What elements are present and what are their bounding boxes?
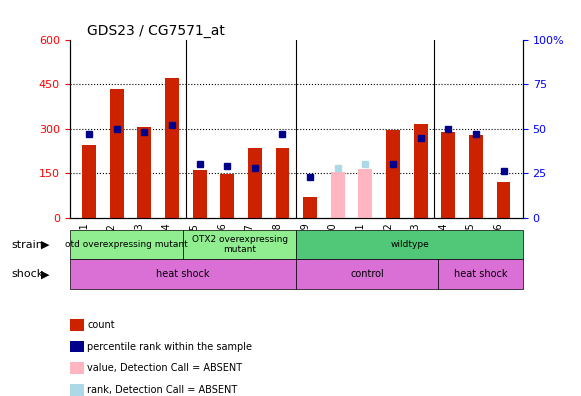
Bar	[497, 182, 511, 218]
Text: ▶: ▶	[41, 269, 49, 280]
Text: OTX2 overexpressing
mutant: OTX2 overexpressing mutant	[192, 235, 288, 254]
FancyBboxPatch shape	[438, 259, 523, 289]
Text: wildtype: wildtype	[390, 240, 429, 249]
Bar	[165, 78, 179, 218]
FancyBboxPatch shape	[70, 230, 183, 259]
Bar	[220, 174, 234, 218]
Bar	[331, 172, 345, 218]
Text: heat shock: heat shock	[156, 269, 210, 279]
Bar	[110, 89, 124, 218]
Text: ▶: ▶	[41, 240, 49, 250]
Bar	[303, 197, 317, 218]
Text: GDS23 / CG7571_at: GDS23 / CG7571_at	[87, 24, 225, 38]
Bar	[358, 169, 372, 218]
Text: rank, Detection Call = ABSENT: rank, Detection Call = ABSENT	[87, 385, 238, 395]
Bar	[248, 148, 262, 218]
FancyBboxPatch shape	[296, 259, 438, 289]
Text: percentile rank within the sample: percentile rank within the sample	[87, 341, 252, 352]
Text: strain: strain	[12, 240, 44, 250]
Text: control: control	[350, 269, 384, 279]
Bar	[469, 135, 483, 218]
FancyBboxPatch shape	[296, 230, 523, 259]
Text: count: count	[87, 320, 115, 330]
FancyBboxPatch shape	[183, 230, 296, 259]
Bar	[138, 127, 151, 218]
Bar	[414, 124, 428, 218]
Bar	[82, 145, 96, 218]
Bar	[193, 170, 206, 218]
Bar	[275, 148, 289, 218]
Bar	[442, 131, 455, 218]
Text: shock: shock	[12, 269, 44, 280]
Text: heat shock: heat shock	[454, 269, 507, 279]
Bar	[386, 130, 400, 218]
Text: value, Detection Call = ABSENT: value, Detection Call = ABSENT	[87, 363, 242, 373]
Text: otd overexpressing mutant: otd overexpressing mutant	[65, 240, 188, 249]
FancyBboxPatch shape	[70, 259, 296, 289]
